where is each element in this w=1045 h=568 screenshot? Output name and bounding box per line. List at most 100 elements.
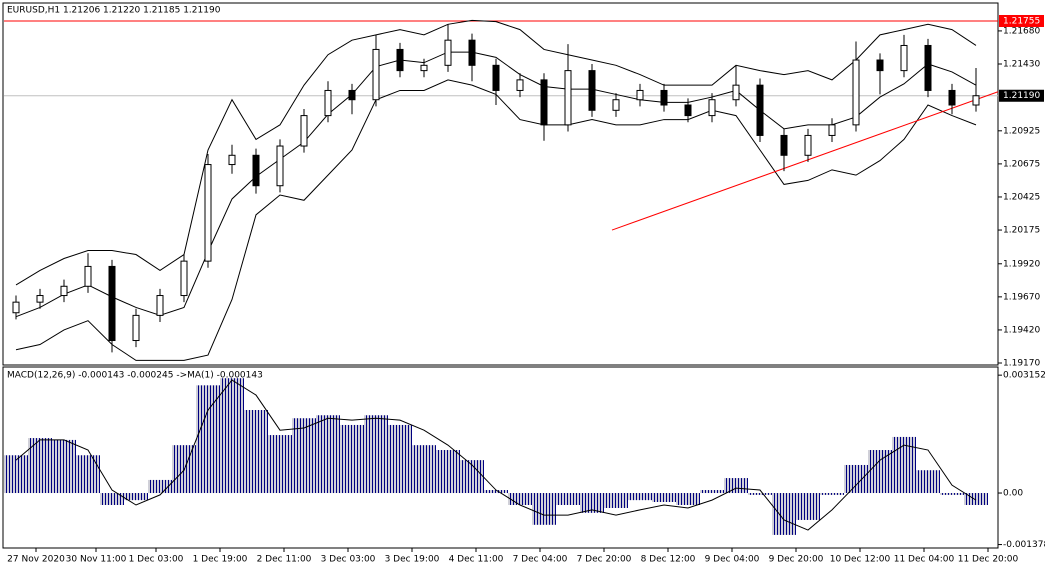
- candle-body: [828, 124, 836, 136]
- macd-pane: [2, 366, 999, 549]
- x-tick-label: 2 Dec 11:00: [257, 555, 312, 565]
- macd-bar: [28, 438, 52, 494]
- level-label: 1.21755: [1003, 16, 1040, 26]
- candle-body: [348, 89, 356, 101]
- candle-body: [444, 39, 452, 66]
- y-tick-label: 1.19920: [1003, 259, 1040, 269]
- x-tick-label: 7 Dec 20:00: [577, 555, 632, 565]
- y-tick-label: 1.20675: [1003, 159, 1040, 169]
- candle-body: [276, 145, 284, 187]
- macd-bar: [700, 490, 724, 494]
- y-tick-label: 0.003152: [1003, 371, 1045, 381]
- candle-body: [924, 44, 932, 91]
- x-tick-label: 8 Dec 12:00: [641, 555, 696, 565]
- y-tick-label: -0.001378: [1003, 540, 1045, 550]
- candle-body: [612, 99, 620, 111]
- candle-body: [492, 64, 500, 91]
- x-tick-label: 7 Dec 04:00: [513, 555, 568, 565]
- macd-bar: [244, 410, 268, 494]
- candle-body: [900, 44, 908, 72]
- y-tick-label: 1.19420: [1003, 325, 1040, 335]
- candle-body: [948, 89, 956, 106]
- x-tick-label: 10 Dec 12:00: [830, 555, 891, 565]
- macd-bar: [4, 455, 28, 494]
- candle-body: [204, 164, 212, 262]
- candle-body: [36, 295, 44, 303]
- candle-body: [156, 295, 164, 316]
- candle-body: [396, 48, 404, 72]
- macd-bar: [580, 493, 604, 513]
- macd-bar: [388, 424, 412, 494]
- candle-body: [540, 79, 548, 126]
- macd-bar: [724, 478, 748, 494]
- candle-body: [84, 265, 92, 287]
- macd-bar: [556, 493, 580, 505]
- band-line: [15, 51, 977, 318]
- x-tick-label: 4 Dec 11:00: [449, 555, 504, 565]
- macd-bar: [940, 493, 964, 495]
- x-tick-label: 11 Dec 04:00: [894, 555, 955, 565]
- level-label-box: [999, 14, 1044, 27]
- y-tick-label: 1.20925: [1003, 126, 1040, 136]
- y-tick-label: 1.20175: [1003, 226, 1040, 236]
- macd-bar: [268, 435, 292, 494]
- candle-body: [732, 84, 740, 101]
- macd-bar: [196, 385, 220, 494]
- candle-body: [516, 79, 524, 91]
- x-tick-label: 1 Dec 19:00: [193, 555, 248, 565]
- candle-body: [372, 48, 380, 101]
- macd-bar: [292, 418, 316, 494]
- macd-bar: [316, 415, 340, 494]
- macd-bar: [820, 493, 844, 495]
- macd-bar: [508, 493, 532, 505]
- current-price-box: [999, 89, 1044, 102]
- macd-bar: [772, 493, 796, 535]
- y-tick-label: 1.19670: [1003, 292, 1040, 302]
- x-tick-label: 11 Dec 20:00: [958, 555, 1019, 565]
- trendline: [611, 91, 999, 231]
- candle-body: [252, 154, 260, 187]
- macd-bar: [76, 455, 100, 494]
- macd-bar: [628, 493, 652, 501]
- candle-body: [12, 301, 20, 314]
- candle-body: [804, 134, 812, 156]
- y-tick-label: 1.20425: [1003, 192, 1040, 202]
- y-tick-label: 0.00: [1003, 489, 1023, 499]
- candle-body: [684, 104, 692, 117]
- candle-body: [636, 89, 644, 101]
- macd-bar: [148, 479, 172, 494]
- macd-bar: [220, 378, 244, 494]
- y-tick-label: 1.19170: [1003, 359, 1040, 369]
- macd-bar: [604, 493, 628, 508]
- candle-body: [180, 260, 188, 297]
- candle-body: [324, 89, 332, 117]
- macd-bar: [676, 493, 700, 505]
- candle-body: [852, 59, 860, 126]
- candle-body: [756, 84, 764, 136]
- macd-bar: [124, 493, 148, 501]
- x-tick-label: 1 Dec 03:00: [129, 555, 184, 565]
- macd-bar: [412, 445, 436, 494]
- candle-body: [564, 70, 572, 126]
- candle-body: [588, 70, 596, 111]
- macd-bar: [652, 493, 676, 503]
- macd-bar: [100, 493, 124, 505]
- candle-body: [420, 64, 428, 72]
- candle-body: [60, 285, 68, 297]
- current-price-label: 1.21190: [1003, 91, 1040, 101]
- candle-body: [708, 99, 716, 117]
- macd-bar: [484, 490, 508, 494]
- macd-title: MACD(12,26,9) -0.000143 -0.000245 ->MA(1…: [7, 371, 263, 381]
- macd-bar: [532, 493, 556, 525]
- candle-body: [132, 314, 140, 342]
- macd-bar: [796, 493, 820, 520]
- candle-body: [228, 154, 236, 166]
- macd-bar: [340, 424, 364, 494]
- y-tick-label: 1.21430: [1003, 59, 1040, 69]
- candle-body: [300, 115, 308, 147]
- x-tick-label: 9 Dec 04:00: [705, 555, 760, 565]
- x-tick-label: 30 Nov 11:00: [66, 555, 127, 565]
- macd-bar: [916, 470, 940, 494]
